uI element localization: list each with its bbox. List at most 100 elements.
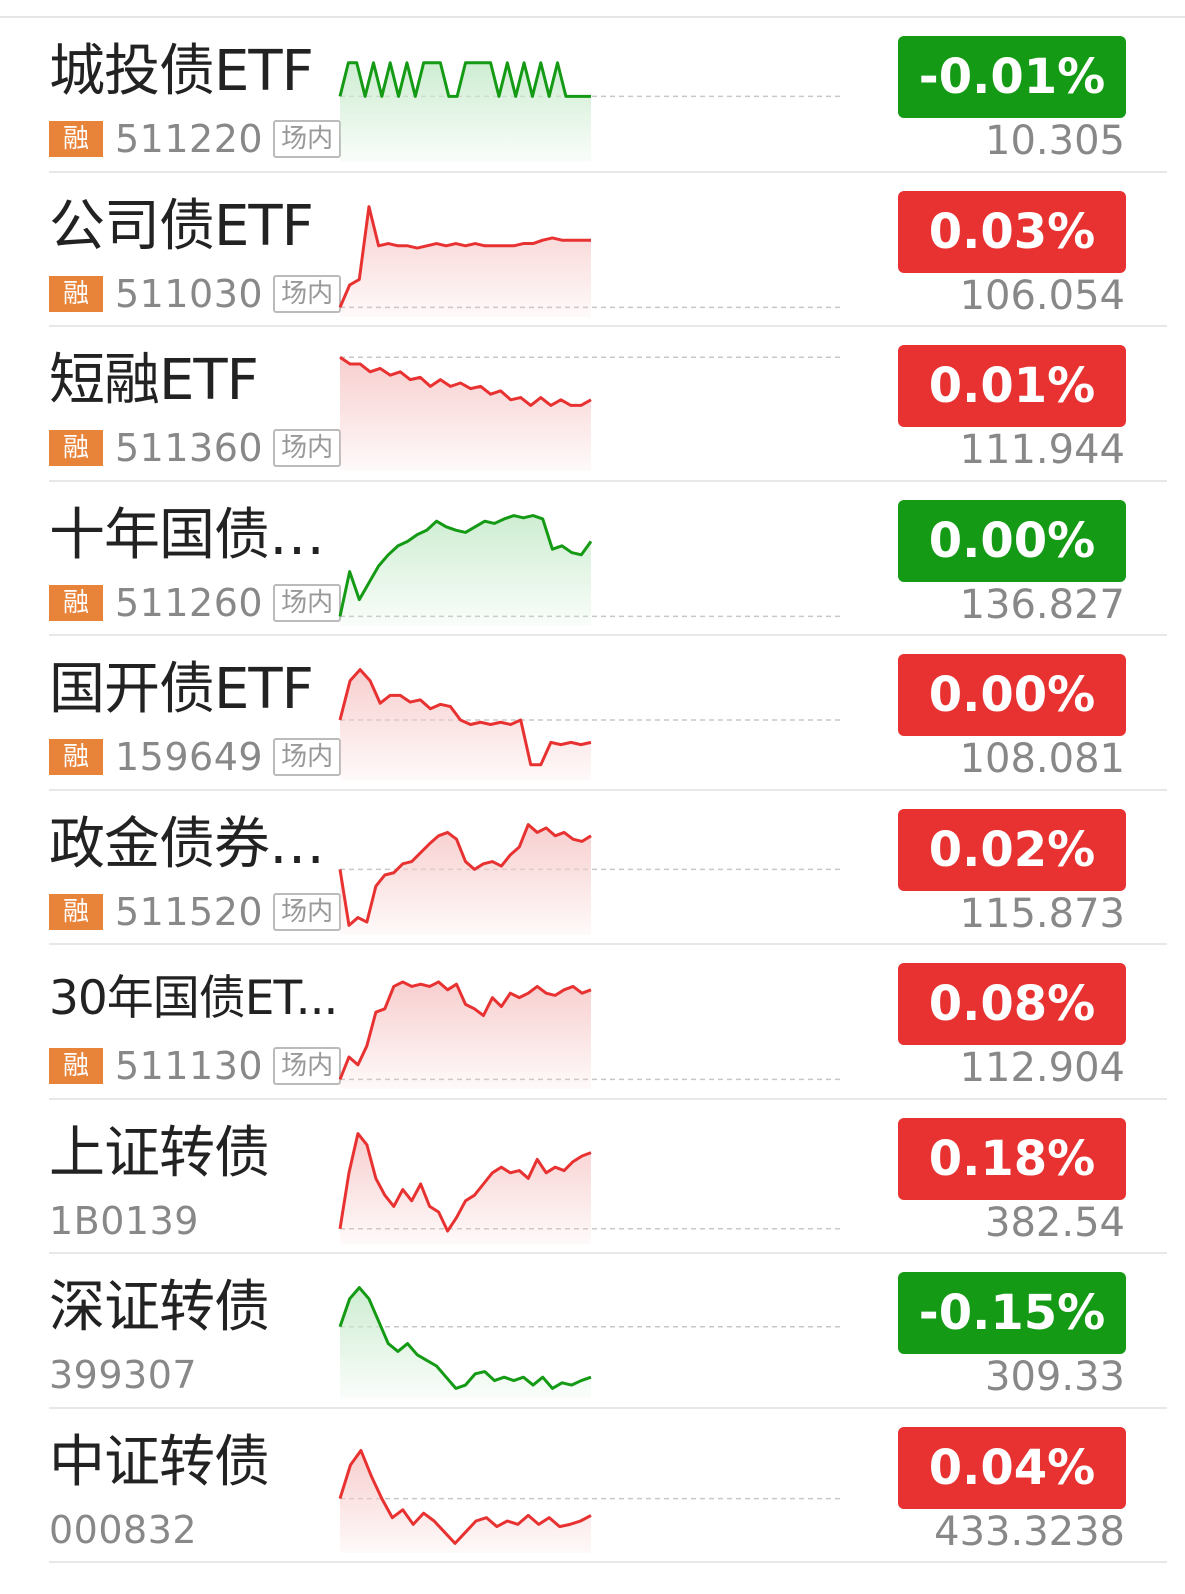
row-divider: [49, 170, 1167, 173]
intraday-sparkline: [338, 204, 843, 317]
market-tag: 场内: [273, 1047, 342, 1085]
sparkline-area: [340, 1287, 591, 1398]
sparkline-line: [338, 204, 591, 308]
sparkline-area: [340, 669, 591, 780]
last-price: 112.904: [959, 1045, 1125, 1091]
change-percent-badge[interactable]: 0.03%: [898, 190, 1126, 273]
quote-row[interactable]: 国开债ETF 融 159649 场内 0.00% 108.081: [0, 636, 1185, 791]
change-percent-badge[interactable]: -0.01%: [898, 36, 1126, 118]
security-name: 30年国债ET...: [49, 971, 338, 1026]
security-name: 公司债ETF: [49, 194, 314, 259]
sparkline-line: [338, 1131, 592, 1233]
quote-row[interactable]: 政金债券ETF 融 511520 场内 0.02% 115.873: [0, 791, 1185, 945]
intraday-sparkline: [338, 1448, 843, 1553]
intraday-sparkline: [339, 355, 843, 471]
row-divider: [49, 788, 1167, 791]
change-percent-badge[interactable]: 0.18%: [898, 1117, 1126, 1200]
security-meta: 融 511220 场内: [49, 117, 342, 161]
market-tag: 场内: [273, 274, 342, 313]
row-divider: [49, 1097, 1167, 1100]
intraday-sparkline: [338, 668, 843, 780]
security-name: 深证转债: [49, 1276, 270, 1340]
quote-row[interactable]: 30年国债ET... 融 511130 场内 0.08% 112.904: [0, 945, 1185, 1100]
quote-row[interactable]: 十年国债ETF 融 511260 场内 0.00% 136.827: [0, 482, 1185, 636]
sparkline-line: [338, 1448, 592, 1545]
sparkline-area: [340, 357, 591, 471]
margin-trading-badge: 融: [49, 121, 103, 157]
security-meta: 融 511130 场内: [49, 1044, 342, 1088]
change-percent-badge[interactable]: 0.04%: [898, 1426, 1126, 1509]
row-divider: [49, 943, 1167, 945]
security-meta: 1B0139: [49, 1199, 199, 1243]
margin-trading-badge: 融: [49, 1048, 103, 1084]
security-code: 159649: [115, 735, 264, 779]
last-price: 382.54: [985, 1199, 1125, 1246]
quote-row[interactable]: 短融ETF 融 511360 场内 0.01% 111.944: [0, 327, 1185, 482]
intraday-sparkline: [338, 513, 843, 626]
security-code: 000832: [49, 1507, 198, 1552]
market-tag: 场内: [273, 583, 342, 622]
security-meta: 399307: [49, 1353, 197, 1397]
change-percent-badge[interactable]: 0.08%: [898, 963, 1126, 1045]
margin-trading-badge: 融: [49, 430, 103, 466]
security-name: 城投债ETF: [49, 40, 314, 104]
sparkline-area: [340, 1133, 591, 1244]
sparkline-area: [340, 1449, 591, 1553]
security-meta: 融 159649 场内: [49, 735, 342, 779]
sparkline-line: [338, 513, 593, 617]
row-divider: [49, 325, 1167, 327]
security-name: 十年国债ETF: [49, 503, 341, 568]
last-price: 433.3238: [934, 1508, 1125, 1555]
quote-row[interactable]: 公司债ETF 融 511030 场内 0.03% 106.054: [0, 173, 1185, 327]
quote-row[interactable]: 上证转债 1B0139 0.18% 382.54: [0, 1100, 1185, 1254]
last-price: 136.827: [959, 581, 1125, 628]
sparkline-line: [338, 668, 592, 767]
margin-trading-badge: 融: [49, 739, 103, 775]
intraday-sparkline: [338, 822, 843, 935]
security-meta: 融 511360 场内: [49, 426, 342, 470]
quote-row[interactable]: 中证转债 000832 0.04% 433.3238: [0, 1409, 1185, 1563]
security-meta: 融 511520 场内: [49, 890, 342, 934]
security-code: 511130: [115, 1044, 264, 1088]
security-name: 国开债ETF: [49, 658, 314, 722]
row-divider: [49, 479, 1167, 482]
intraday-sparkline: [338, 980, 843, 1089]
quote-row[interactable]: 城投债ETF 融 511220 场内 -0.01% 10.305: [0, 18, 1185, 173]
market-tag: 场内: [273, 738, 342, 776]
market-tag: 场内: [273, 892, 342, 931]
quote-row[interactable]: 深证转债 399307 -0.15% 309.33: [0, 1254, 1185, 1409]
sparkline-line: [338, 822, 592, 927]
row-divider: [49, 634, 1167, 636]
security-name: 政金债券ETF: [49, 812, 341, 877]
sparkline-area: [340, 206, 591, 317]
last-price: 108.081: [959, 736, 1125, 782]
last-price: 115.873: [959, 890, 1125, 937]
last-price: 111.944: [959, 427, 1125, 473]
sparkline-line: [338, 61, 591, 98]
sparkline-area: [340, 515, 591, 626]
security-name: 上证转债: [49, 1121, 270, 1186]
sparkline-line: [339, 355, 592, 407]
intraday-sparkline: [338, 1131, 843, 1244]
security-code: 511260: [115, 580, 264, 625]
row-divider: [49, 1252, 1167, 1254]
row-divider: [49, 1561, 1167, 1563]
margin-trading-badge: 融: [49, 275, 103, 312]
security-name: 短融ETF: [49, 349, 259, 413]
last-price: 10.305: [985, 118, 1125, 164]
change-percent-badge[interactable]: 0.00%: [898, 499, 1126, 582]
security-code: 511360: [115, 426, 264, 470]
row-divider: [49, 1406, 1167, 1409]
sparkline-area: [340, 824, 591, 935]
security-meta: 000832: [49, 1507, 198, 1552]
change-percent-badge[interactable]: 0.02%: [898, 808, 1126, 891]
margin-trading-badge: 融: [49, 584, 103, 621]
security-code: 511220: [115, 117, 264, 161]
change-percent-badge[interactable]: 0.00%: [898, 654, 1126, 736]
change-percent-badge[interactable]: 0.01%: [898, 345, 1126, 427]
security-name: 中证转债: [49, 1430, 270, 1495]
sparkline-area: [340, 62, 591, 162]
sparkline-line: [338, 1286, 592, 1390]
change-percent-badge[interactable]: -0.15%: [898, 1272, 1126, 1354]
